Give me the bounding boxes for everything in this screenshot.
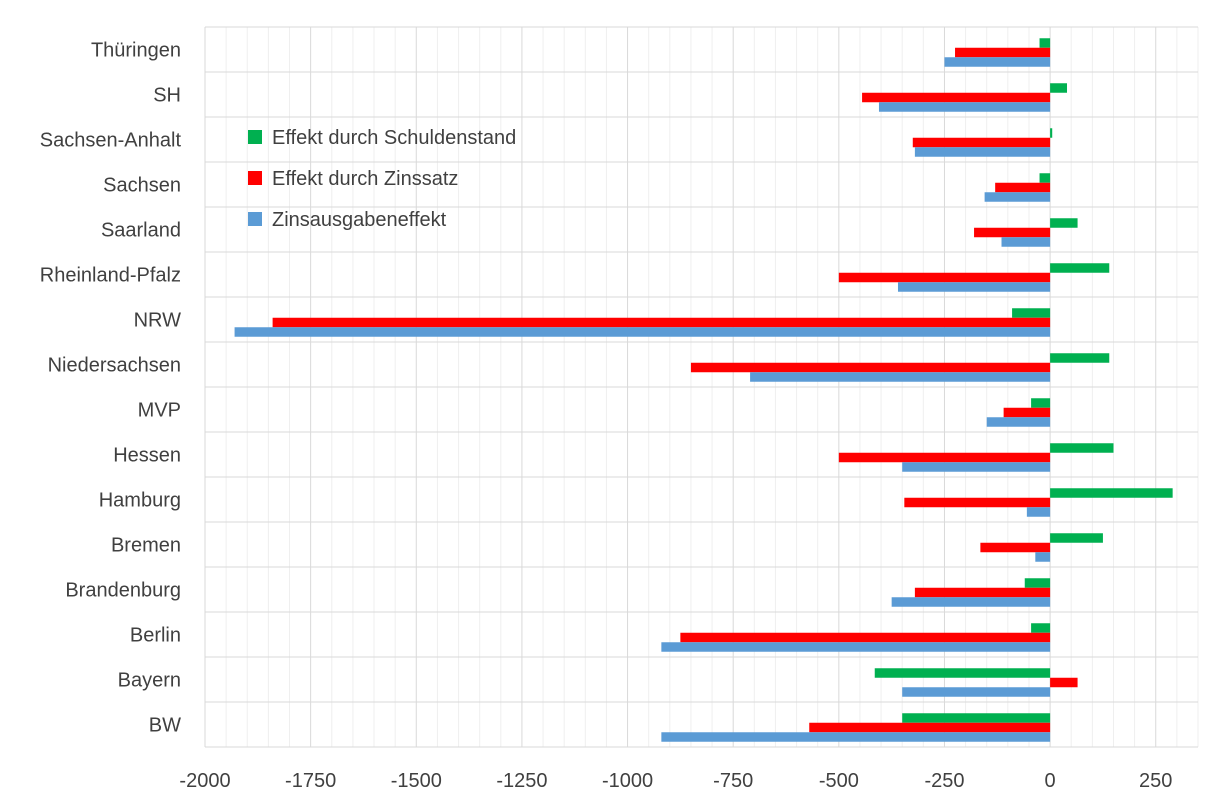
category-label-rheinland-pfalz: Rheinland-Pfalz: [40, 265, 181, 287]
bar-effekt-durch-zinssatz-bremen: [980, 542, 1051, 553]
gridlines: [204, 26, 1199, 748]
category-label-brandenburg: Brandenburg: [65, 580, 181, 602]
bar-effekt-durch-schuldenstand-sachsen: [1039, 173, 1051, 183]
category-label-bremen: Bremen: [111, 535, 181, 557]
category-label-mvp: MVP: [138, 400, 181, 422]
bar-effekt-durch-zinssatz-saarland: [974, 227, 1051, 238]
bar-effekt-durch-zinssatz-bw: [809, 722, 1051, 733]
bar-effekt-durch-zinssatz-thuringen: [955, 47, 1051, 58]
x-tick-label: 250: [1139, 770, 1172, 792]
legend: Effekt durch Schuldenstand Effekt durch Z…: [248, 127, 516, 231]
legend-swatch-effekt-durch-schuldenstand: [248, 130, 262, 144]
bar-effekt-durch-zinssatz-sachsen: [995, 182, 1051, 193]
bar-effekt-durch-zinssatz-niedersachsen: [690, 362, 1051, 373]
bar-effekt-durch-zinssatz-nrw: [272, 317, 1051, 328]
bar-zinsausgabeneffekt-sh: [878, 102, 1051, 112]
bar-effekt-durch-schuldenstand-sachsen-anhalt: [1050, 128, 1053, 138]
bar-effekt-durch-zinssatz-rheinland-pfalz: [838, 272, 1051, 283]
bar-zinsausgabeneffekt-hamburg: [1026, 507, 1051, 517]
x-tick-label: 0: [1045, 770, 1056, 792]
x-tick-label: -500: [819, 770, 859, 792]
bar-effekt-durch-zinssatz-berlin: [680, 632, 1051, 643]
category-label-sachsen: Sachsen: [103, 175, 181, 197]
bar-effekt-durch-zinssatz-brandenburg: [914, 587, 1051, 598]
bar-effekt-durch-zinssatz-sachsen-anhalt: [912, 137, 1051, 148]
bar-effekt-durch-schuldenstand-rheinland-pfalz: [1050, 263, 1110, 273]
axes: -2000 -1750 -1500 -1250 -1000 -750 -500 -250 0 25…: [40, 40, 1173, 793]
category-label-saarland: Saarland: [101, 220, 181, 242]
x-tick-label: -750: [713, 770, 753, 792]
x-tick-label: -1250: [496, 770, 547, 792]
category-label-niedersachsen: Niedersachsen: [48, 355, 181, 377]
bar-zinsausgabeneffekt-thuringen: [944, 57, 1051, 67]
bar-zinsausgabeneffekt-bremen: [1035, 552, 1051, 562]
bar-effekt-durch-schuldenstand-mvp: [1031, 398, 1051, 408]
bar-zinsausgabeneffekt-mvp: [986, 417, 1051, 427]
bar-zinsausgabeneffekt-brandenburg: [891, 597, 1051, 607]
legend-swatch-effekt-durch-zinssatz: [248, 171, 262, 185]
bar-effekt-durch-schuldenstand-bw: [902, 713, 1051, 723]
bar-zinsausgabeneffekt-berlin: [661, 642, 1051, 652]
bar-zinsausgabeneffekt-nrw: [234, 327, 1051, 337]
legend-swatch-zinsausgabeneffekt: [248, 212, 262, 226]
legend-label-effekt-durch-zinssatz: Effekt durch Zinssatz: [272, 168, 458, 190]
bar-effekt-durch-schuldenstand-sh: [1050, 83, 1068, 93]
bar-effekt-durch-schuldenstand-nrw: [1012, 308, 1051, 318]
bar-effekt-durch-zinssatz-hessen: [838, 452, 1051, 463]
bar-effekt-durch-schuldenstand-berlin: [1031, 623, 1051, 633]
bar-effekt-durch-schuldenstand-saarland: [1050, 218, 1078, 228]
bar-zinsausgabeneffekt-rheinland-pfalz: [897, 282, 1051, 292]
bar-zinsausgabeneffekt-saarland: [1001, 237, 1051, 247]
x-tick-label: -1500: [391, 770, 442, 792]
bar-zinsausgabeneffekt-hessen: [902, 462, 1051, 472]
category-label-hamburg: Hamburg: [99, 490, 181, 512]
bar-zinsausgabeneffekt-bayern: [902, 687, 1051, 697]
bar-effekt-durch-zinssatz-sh: [862, 92, 1051, 103]
bar-effekt-durch-schuldenstand-hamburg: [1050, 488, 1173, 498]
bar-zinsausgabeneffekt-niedersachsen: [750, 372, 1051, 382]
bar-effekt-durch-zinssatz-bayern: [1050, 677, 1078, 688]
x-tick-label: -2000: [179, 770, 230, 792]
bar-effekt-durch-zinssatz-hamburg: [904, 497, 1051, 508]
category-label-nrw: NRW: [134, 310, 182, 332]
legend-label-effekt-durch-schuldenstand: Effekt durch Schuldenstand: [272, 127, 516, 149]
bar-effekt-durch-schuldenstand-niedersachsen: [1050, 353, 1110, 363]
category-label-sh: SH: [153, 85, 181, 107]
bar-effekt-durch-schuldenstand-thuringen: [1039, 38, 1051, 48]
bar-effekt-durch-schuldenstand-hessen: [1050, 443, 1114, 453]
x-tick-label: -1750: [285, 770, 336, 792]
bar-effekt-durch-zinssatz-mvp: [1003, 407, 1051, 418]
x-tick-label: -250: [924, 770, 964, 792]
bars: [234, 38, 1173, 742]
x-tick-label: -1000: [602, 770, 653, 792]
category-label-bayern: Bayern: [118, 670, 181, 692]
bar-effekt-durch-schuldenstand-brandenburg: [1024, 578, 1051, 588]
bar-zinsausgabeneffekt-sachsen: [984, 192, 1051, 202]
legend-label-zinsausgabeneffekt: Zinsausgabeneffekt: [272, 209, 447, 231]
category-label-bw: BW: [149, 715, 181, 737]
category-label-berlin: Berlin: [130, 625, 181, 647]
category-label-hessen: Hessen: [113, 445, 181, 467]
bar-zinsausgabeneffekt-bw: [661, 732, 1051, 742]
bar-effekt-durch-schuldenstand-bremen: [1050, 533, 1103, 543]
bar-effekt-durch-schuldenstand-bayern: [874, 668, 1051, 678]
bar-zinsausgabeneffekt-sachsen-anhalt: [914, 147, 1051, 157]
category-label-sachsen-anhalt: Sachsen-Anhalt: [40, 130, 182, 152]
category-label-thuringen: Thüringen: [91, 40, 181, 62]
